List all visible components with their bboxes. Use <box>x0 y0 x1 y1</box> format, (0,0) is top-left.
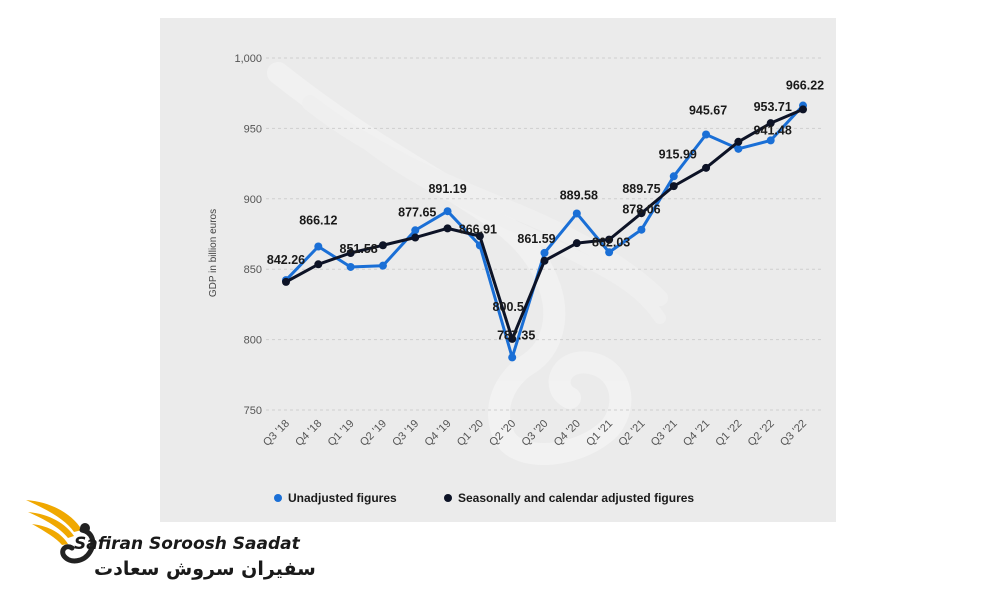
data-label: 800.5 <box>493 300 524 314</box>
brand-name-latin: Safiran Soroosh Saadat <box>74 534 300 554</box>
data-point[interactable] <box>411 233 420 242</box>
data-label: 862.03 <box>592 235 630 249</box>
data-point[interactable] <box>702 163 711 172</box>
data-point[interactable] <box>637 225 646 234</box>
data-label: 878.06 <box>622 203 660 217</box>
data-point[interactable] <box>378 241 387 250</box>
y-tick-label: 900 <box>244 194 262 206</box>
data-label: 866.91 <box>459 222 497 236</box>
data-label: 889.75 <box>622 182 660 196</box>
data-point[interactable] <box>702 130 711 139</box>
grid <box>266 57 822 411</box>
legend-label-unadjusted[interactable]: Unadjusted figures <box>288 491 397 505</box>
y-axis: 750 800 850 900 950 1,000 <box>234 53 262 417</box>
data-point[interactable] <box>346 262 355 271</box>
data-point[interactable] <box>475 232 484 241</box>
data-label: 891.19 <box>428 182 466 196</box>
x-tick-label: Q3 '19 <box>390 418 421 449</box>
data-point[interactable] <box>346 249 355 258</box>
brand-name-persian: سفیران سروش سعادت <box>94 558 316 580</box>
data-point[interactable] <box>572 209 581 218</box>
swan-wing-icon <box>26 500 96 564</box>
data-label: 861.59 <box>517 232 555 246</box>
data-point[interactable] <box>669 172 678 181</box>
data-point[interactable] <box>766 136 775 145</box>
x-tick-label: Q4 '19 <box>423 418 454 449</box>
data-point[interactable] <box>314 242 323 251</box>
y-tick-label: 750 <box>244 405 262 417</box>
y-axis-label: GDP in billion euros <box>208 209 219 297</box>
data-label: 842.26 <box>267 253 305 267</box>
data-point[interactable] <box>540 256 549 265</box>
data-point[interactable] <box>443 224 452 233</box>
watermark-swan <box>267 62 668 465</box>
x-tick-label: Q3 '22 <box>778 418 809 449</box>
data-point[interactable] <box>637 209 646 218</box>
data-point[interactable] <box>443 207 452 216</box>
series-group <box>282 101 807 362</box>
data-label: 966.22 <box>786 79 824 93</box>
data-point[interactable] <box>411 226 420 235</box>
chart-panel: 750 800 850 900 950 1,000 Q3 '18 Q4 '18 Q1 '19 Q… <box>160 18 836 522</box>
data-point[interactable] <box>669 182 678 191</box>
data-label: 945.67 <box>689 103 727 117</box>
y-tick-label: 950 <box>244 123 262 135</box>
x-tick-label: Q2 '19 <box>358 418 389 449</box>
data-label: 866.12 <box>299 214 337 228</box>
brand-logo <box>26 500 96 564</box>
data-point[interactable] <box>282 277 290 286</box>
y-tick-label: 800 <box>244 335 262 347</box>
data-label: 889.58 <box>560 188 598 202</box>
x-tick-label: Q3 '18 <box>261 418 292 449</box>
data-point[interactable] <box>766 119 775 128</box>
x-tick-label: Q1 '20 <box>455 418 486 449</box>
data-point[interactable] <box>508 334 517 343</box>
data-point[interactable] <box>734 137 743 146</box>
data-label: 953.71 <box>754 100 792 114</box>
data-label: 915.99 <box>659 147 697 161</box>
data-point[interactable] <box>314 260 323 269</box>
y-tick-label: 1,000 <box>234 53 262 65</box>
data-label: 787.35 <box>497 328 535 342</box>
legend-marker-adjusted[interactable] <box>444 494 452 502</box>
data-point[interactable] <box>508 353 517 362</box>
data-point[interactable] <box>572 239 581 248</box>
y-tick-label: 850 <box>244 264 262 276</box>
x-tick-label: Q1 '22 <box>713 418 744 449</box>
x-tick-label: Q1 '19 <box>326 418 357 449</box>
data-point[interactable] <box>605 248 614 257</box>
legend-label-adjusted[interactable]: Seasonally and calendar adjusted figures <box>458 491 694 505</box>
x-tick-label: Q4 '21 <box>681 418 712 449</box>
data-label: 941.48 <box>754 123 792 137</box>
data-point[interactable] <box>540 248 549 257</box>
legend: Unadjusted figures Seasonally and calenda… <box>274 491 694 505</box>
legend-marker-unadjusted[interactable] <box>274 494 282 502</box>
x-tick-label: Q4 '18 <box>293 418 324 449</box>
data-point[interactable] <box>605 235 614 244</box>
data-point[interactable] <box>378 261 387 270</box>
x-tick-label: Q3 '21 <box>649 418 680 449</box>
data-label: 877.65 <box>398 205 436 219</box>
data-label: 851.58 <box>340 242 378 256</box>
x-tick-label: Q2 '22 <box>746 418 777 449</box>
data-point[interactable] <box>734 144 743 153</box>
data-point[interactable] <box>799 105 807 114</box>
